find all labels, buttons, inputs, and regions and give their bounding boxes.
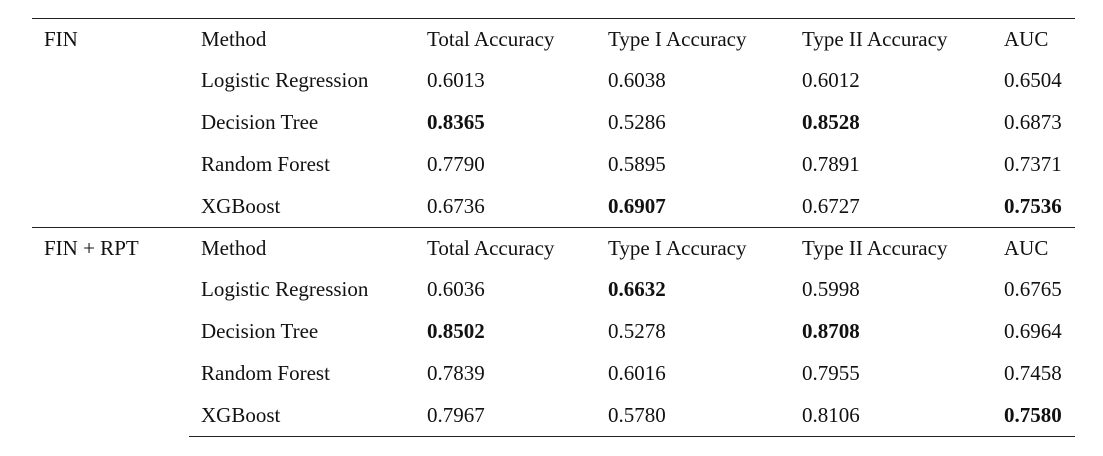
cell-auc: 0.7458 bbox=[1004, 360, 1062, 385]
cell-method: Logistic Regression bbox=[201, 67, 369, 92]
table-row: Decision Tree 0.8365 0.5286 0.8528 0.687… bbox=[32, 101, 1075, 143]
cell-type1-accuracy: 0.5286 bbox=[608, 109, 666, 134]
header-auc: AUC bbox=[992, 18, 1075, 59]
group-label: FIN bbox=[32, 18, 189, 228]
table-header-row: FIN + RPT Method Total Accuracy Type I A… bbox=[32, 227, 1075, 437]
cell-method: Decision Tree bbox=[201, 109, 319, 134]
cell-total-accuracy: 0.7839 bbox=[427, 360, 485, 385]
cell-auc: 0.6765 bbox=[1004, 276, 1062, 301]
cell-type2-accuracy: 0.8106 bbox=[790, 394, 992, 437]
results-table: FIN Method Total Accuracy Type I Accurac… bbox=[32, 18, 1075, 437]
header-type1-accuracy: Type I Accuracy bbox=[596, 227, 790, 268]
cell-total-accuracy: 0.6013 bbox=[427, 67, 485, 92]
cell-auc: 0.7371 bbox=[1004, 151, 1062, 176]
cell-method: Logistic Regression bbox=[201, 276, 369, 301]
table-group-fin: FIN Method Total Accuracy Type I Accurac… bbox=[32, 18, 1075, 228]
header-auc: AUC bbox=[992, 227, 1075, 268]
cell-type1-accuracy: 0.6016 bbox=[608, 360, 666, 385]
header-total-accuracy: Total Accuracy bbox=[415, 18, 596, 59]
table-row: XGBoost 0.6736 0.6907 0.6727 0.7536 bbox=[32, 185, 1075, 228]
cell-type1-accuracy: 0.6907 bbox=[608, 193, 666, 218]
cell-auc: 0.6873 bbox=[1004, 109, 1062, 134]
table-row: Decision Tree 0.8502 0.5278 0.8708 0.696… bbox=[32, 310, 1075, 352]
header-type2-accuracy: Type II Accuracy bbox=[790, 18, 992, 59]
cell-type1-accuracy: 0.5780 bbox=[596, 394, 790, 437]
cell-type1-accuracy: 0.6038 bbox=[608, 67, 666, 92]
table-row: Random Forest 0.7790 0.5895 0.7891 0.737… bbox=[32, 143, 1075, 185]
cell-total-accuracy: 0.7967 bbox=[415, 394, 596, 437]
table-row: Logistic Regression 0.6036 0.6632 0.5998… bbox=[32, 268, 1075, 310]
cell-total-accuracy: 0.6036 bbox=[427, 276, 485, 301]
cell-total-accuracy: 0.8365 bbox=[427, 109, 485, 134]
results-table-container: FIN Method Total Accuracy Type I Accurac… bbox=[32, 18, 1075, 437]
header-type2-accuracy: Type II Accuracy bbox=[790, 227, 992, 268]
table-row: Random Forest 0.7839 0.6016 0.7955 0.745… bbox=[32, 352, 1075, 394]
cell-type1-accuracy: 0.5895 bbox=[608, 151, 666, 176]
cell-type2-accuracy: 0.7891 bbox=[802, 151, 860, 176]
cell-type2-accuracy: 0.8528 bbox=[802, 109, 860, 134]
cell-auc: 0.6504 bbox=[1004, 67, 1062, 92]
table-header-row: FIN Method Total Accuracy Type I Accurac… bbox=[32, 18, 1075, 228]
header-method: Method bbox=[189, 227, 415, 268]
table-row: Logistic Regression 0.6013 0.6038 0.6012… bbox=[32, 59, 1075, 101]
header-type1-accuracy: Type I Accuracy bbox=[596, 18, 790, 59]
table-group-fin-rpt: FIN + RPT Method Total Accuracy Type I A… bbox=[32, 227, 1075, 437]
cell-type2-accuracy: 0.8708 bbox=[802, 318, 860, 343]
cell-auc: 0.6964 bbox=[1004, 318, 1062, 343]
group-label: FIN + RPT bbox=[32, 227, 189, 437]
cell-total-accuracy: 0.7790 bbox=[427, 151, 485, 176]
header-method: Method bbox=[189, 18, 415, 59]
cell-type2-accuracy: 0.6012 bbox=[802, 67, 860, 92]
cell-type1-accuracy: 0.5278 bbox=[608, 318, 666, 343]
cell-type2-accuracy: 0.5998 bbox=[802, 276, 860, 301]
cell-auc: 0.7536 bbox=[1004, 193, 1062, 218]
cell-total-accuracy: 0.6736 bbox=[427, 193, 485, 218]
cell-auc: 0.7580 bbox=[992, 394, 1075, 437]
cell-method: Decision Tree bbox=[201, 318, 319, 343]
cell-type2-accuracy: 0.7955 bbox=[802, 360, 860, 385]
header-total-accuracy: Total Accuracy bbox=[415, 227, 596, 268]
cell-method: Random Forest bbox=[201, 360, 330, 385]
cell-total-accuracy: 0.8502 bbox=[427, 318, 485, 343]
cell-method: Random Forest bbox=[201, 151, 330, 176]
cell-method: XGBoost bbox=[189, 394, 415, 437]
table-row: XGBoost 0.7967 0.5780 0.8106 0.7580 bbox=[32, 394, 1075, 437]
cell-type2-accuracy: 0.6727 bbox=[802, 193, 860, 218]
cell-method: XGBoost bbox=[201, 193, 281, 218]
cell-type1-accuracy: 0.6632 bbox=[608, 276, 666, 301]
